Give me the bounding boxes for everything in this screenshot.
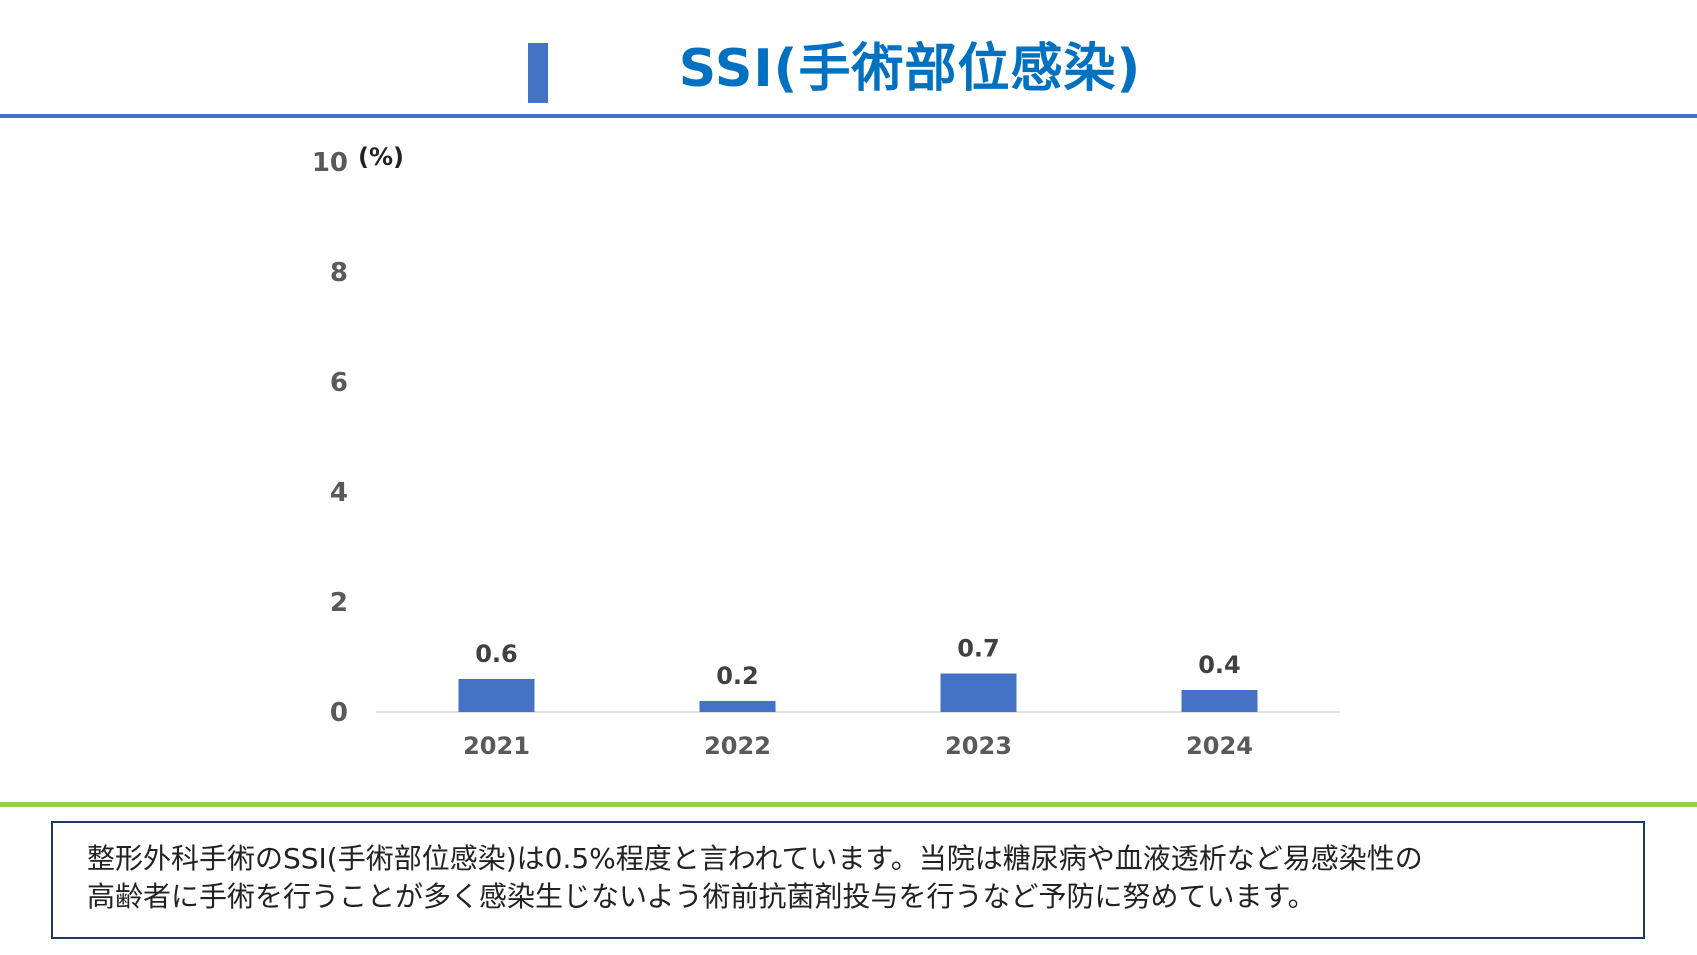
- x-axis-ticks: 2021 2022 2023 2024: [463, 732, 1253, 760]
- y-tick-label: 6: [330, 368, 348, 398]
- x-tick-label: 2023: [945, 732, 1012, 760]
- section-divider: [0, 802, 1697, 807]
- y-tick-label: 4: [330, 478, 348, 508]
- y-tick-label: 0: [330, 698, 348, 728]
- y-axis-ticks: 0 2 4 6 8 10: [312, 148, 348, 728]
- data-label: 0.4: [1198, 651, 1241, 679]
- bar: [699, 701, 776, 712]
- bar: [940, 673, 1017, 712]
- y-tick-label: 10: [312, 148, 348, 178]
- x-tick-label: 2022: [704, 732, 771, 760]
- page-title: SSI(手術部位感染): [678, 39, 1142, 99]
- y-axis-label: (%): [358, 143, 404, 171]
- data-label: 0.7: [957, 635, 1000, 663]
- y-tick-label: 8: [330, 258, 348, 288]
- x-tick-label: 2024: [1186, 732, 1253, 760]
- description-text: 整形外科手術のSSI(手術部位感染)は0.5%程度と言われています。当院は糖尿病…: [87, 840, 1627, 916]
- bar: [1181, 690, 1258, 712]
- data-label: 0.6: [475, 640, 518, 668]
- x-tick-label: 2021: [463, 732, 530, 760]
- bar: [458, 679, 535, 712]
- header-divider: [0, 114, 1697, 118]
- bars: [458, 673, 1258, 712]
- description-box: 整形外科手術のSSI(手術部位感染)は0.5%程度と言われています。当院は糖尿病…: [51, 821, 1645, 939]
- y-tick-label: 2: [330, 588, 348, 618]
- description-line-2: 高齢者に手術を行うことが多く感染生じないよう術前抗菌剤投与を行うなど予防に努めて…: [87, 880, 1316, 913]
- title-marker: [528, 43, 548, 103]
- description-line-1: 整形外科手術のSSI(手術部位感染)は0.5%程度と言われています。当院は糖尿病…: [87, 842, 1423, 875]
- data-label: 0.2: [716, 662, 759, 690]
- data-labels: 0.6 0.2 0.7 0.4: [475, 635, 1241, 691]
